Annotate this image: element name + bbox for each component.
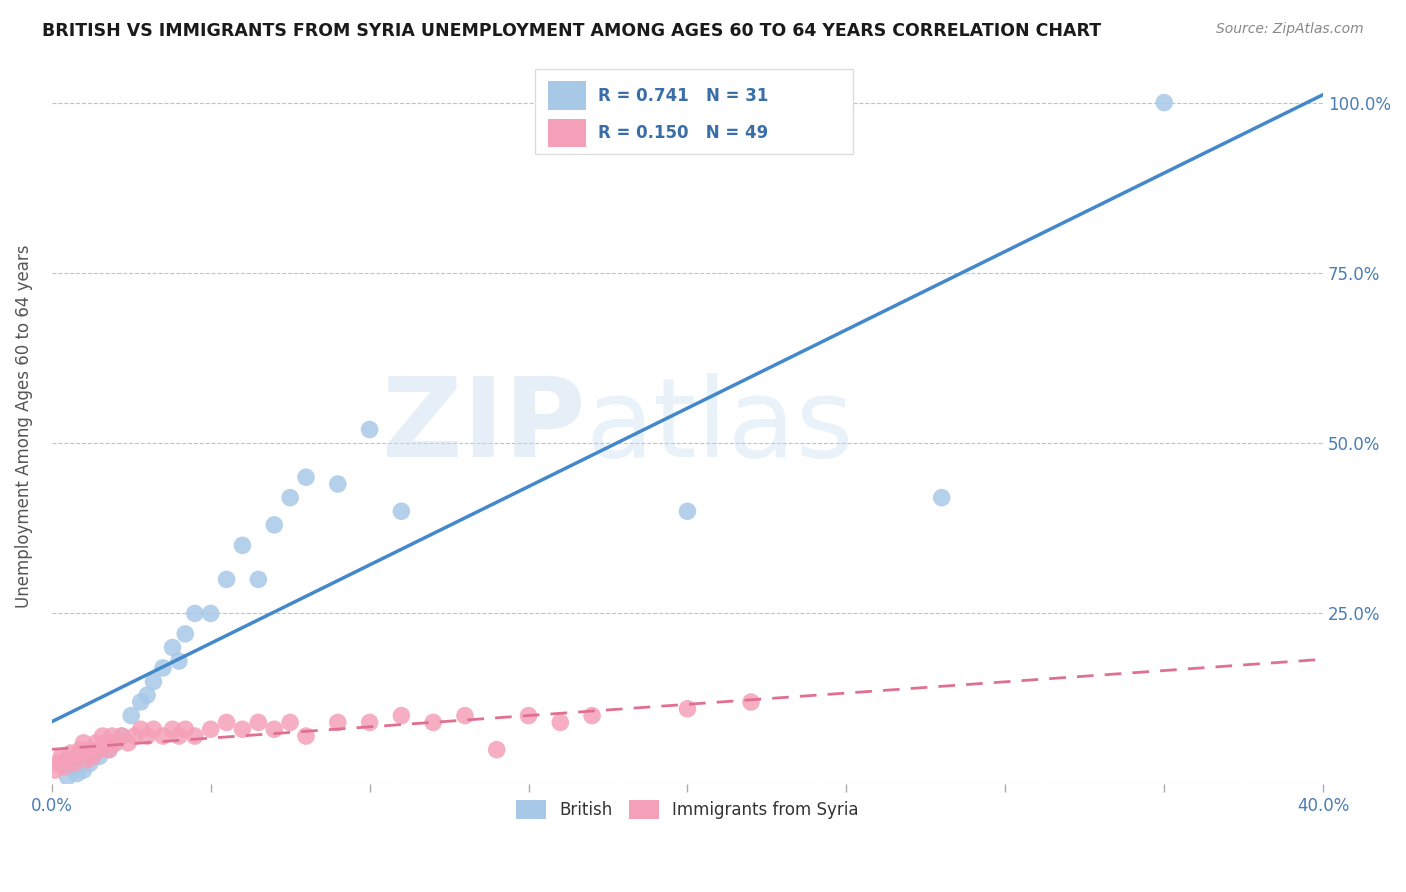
- Point: [247, 573, 270, 587]
- Point: [72, 736, 94, 750]
- FancyBboxPatch shape: [547, 119, 586, 147]
- Point: [278, 491, 301, 505]
- Point: [389, 504, 412, 518]
- Point: [200, 607, 222, 621]
- Point: [120, 708, 142, 723]
- Point: [59, 746, 82, 760]
- Point: [359, 423, 381, 437]
- Point: [200, 723, 222, 737]
- Point: [66, 766, 89, 780]
- Point: [56, 753, 79, 767]
- Text: ZIP: ZIP: [382, 373, 586, 480]
- Point: [162, 723, 184, 737]
- FancyBboxPatch shape: [534, 69, 852, 154]
- Point: [215, 715, 238, 730]
- Point: [581, 708, 603, 723]
- Point: [1153, 95, 1175, 110]
- Point: [53, 760, 76, 774]
- Text: R = 0.150   N = 49: R = 0.150 N = 49: [599, 124, 769, 142]
- Point: [63, 756, 86, 771]
- Point: [278, 715, 301, 730]
- Point: [142, 674, 165, 689]
- Point: [152, 729, 174, 743]
- Point: [56, 770, 79, 784]
- Point: [136, 729, 159, 743]
- Point: [676, 702, 699, 716]
- Point: [263, 723, 285, 737]
- Point: [174, 723, 197, 737]
- Point: [89, 749, 111, 764]
- Point: [931, 491, 953, 505]
- Point: [124, 729, 146, 743]
- Point: [51, 749, 73, 764]
- Point: [454, 708, 477, 723]
- Point: [79, 742, 101, 756]
- Point: [167, 654, 190, 668]
- Point: [740, 695, 762, 709]
- Point: [215, 573, 238, 587]
- Point: [389, 708, 412, 723]
- Point: [129, 723, 152, 737]
- Point: [295, 729, 318, 743]
- Point: [152, 661, 174, 675]
- Point: [79, 756, 101, 771]
- Point: [517, 708, 540, 723]
- Text: BRITISH VS IMMIGRANTS FROM SYRIA UNEMPLOYMENT AMONG AGES 60 TO 64 YEARS CORRELAT: BRITISH VS IMMIGRANTS FROM SYRIA UNEMPLO…: [42, 22, 1101, 40]
- Point: [94, 736, 117, 750]
- Point: [167, 729, 190, 743]
- Point: [422, 715, 444, 730]
- Point: [231, 723, 253, 737]
- Point: [44, 763, 66, 777]
- Point: [66, 749, 89, 764]
- Point: [326, 715, 349, 730]
- Point: [247, 715, 270, 730]
- Point: [89, 742, 111, 756]
- Point: [550, 715, 572, 730]
- Point: [72, 763, 94, 777]
- Point: [63, 763, 86, 777]
- Point: [91, 729, 114, 743]
- Point: [84, 736, 107, 750]
- Y-axis label: Unemployment Among Ages 60 to 64 years: Unemployment Among Ages 60 to 64 years: [15, 244, 32, 607]
- Point: [117, 736, 139, 750]
- Point: [142, 723, 165, 737]
- Point: [326, 477, 349, 491]
- Point: [359, 715, 381, 730]
- Point: [97, 742, 120, 756]
- Point: [101, 729, 124, 743]
- Point: [76, 753, 98, 767]
- Point: [263, 517, 285, 532]
- Point: [184, 729, 207, 743]
- Point: [184, 607, 207, 621]
- Point: [485, 742, 508, 756]
- Point: [295, 470, 318, 484]
- Point: [174, 627, 197, 641]
- Point: [69, 742, 91, 756]
- Point: [104, 736, 127, 750]
- Point: [104, 736, 127, 750]
- FancyBboxPatch shape: [547, 81, 586, 110]
- Text: Source: ZipAtlas.com: Source: ZipAtlas.com: [1216, 22, 1364, 37]
- Point: [46, 756, 69, 771]
- Point: [162, 640, 184, 655]
- Point: [129, 695, 152, 709]
- Text: atlas: atlas: [586, 373, 855, 480]
- Point: [231, 538, 253, 552]
- Point: [97, 742, 120, 756]
- Point: [111, 729, 134, 743]
- Point: [82, 749, 104, 764]
- Text: R = 0.741   N = 31: R = 0.741 N = 31: [599, 87, 769, 104]
- Point: [111, 729, 134, 743]
- Legend: British, Immigrants from Syria: British, Immigrants from Syria: [509, 793, 866, 825]
- Point: [676, 504, 699, 518]
- Point: [136, 688, 159, 702]
